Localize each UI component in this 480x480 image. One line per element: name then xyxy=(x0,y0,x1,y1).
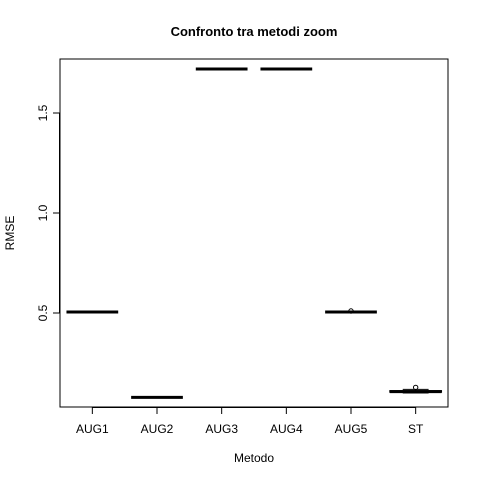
x-tick-label: AUG4 xyxy=(270,422,303,436)
y-tick-label: 1.0 xyxy=(36,204,50,221)
outlier-point xyxy=(348,308,354,314)
box-aug5 xyxy=(325,308,377,314)
x-axis: AUG1 AUG2 AUG3 AUG4 AUG5 ST xyxy=(76,407,424,436)
y-tick-label: 1.5 xyxy=(36,104,50,121)
y-axis: 0.5 1.0 1.5 xyxy=(36,104,60,321)
chart-title: Confronto tra metodi zoom xyxy=(171,24,338,39)
box-st xyxy=(389,384,443,394)
y-tick-label: 0.5 xyxy=(36,304,50,321)
x-tick-label: AUG1 xyxy=(76,422,109,436)
x-tick-label: AUG2 xyxy=(141,422,174,436)
x-tick-label: ST xyxy=(408,422,424,436)
x-axis-label: Metodo xyxy=(234,451,274,465)
plot-frame xyxy=(59,58,449,408)
y-axis-label: RMSE xyxy=(3,216,17,251)
box-plots xyxy=(66,67,443,399)
x-tick-label: AUG5 xyxy=(335,422,368,436)
x-tick-label: AUG3 xyxy=(205,422,238,436)
outlier-point xyxy=(412,384,419,391)
